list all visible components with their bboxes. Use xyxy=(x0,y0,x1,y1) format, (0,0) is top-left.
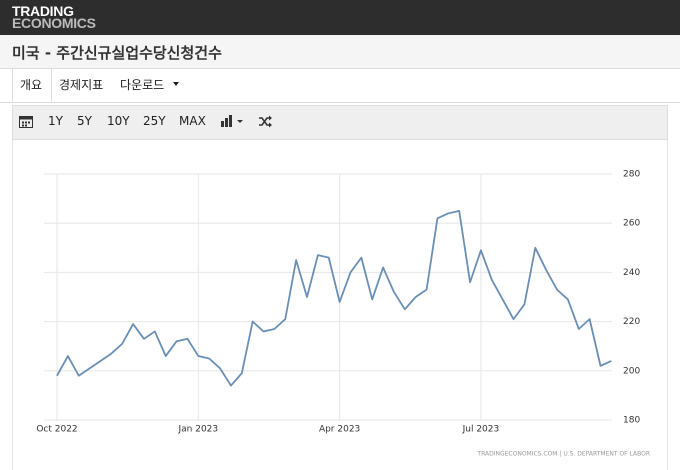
x-tick-label: Oct 2022 xyxy=(36,425,77,435)
tab-active xyxy=(12,68,52,103)
dropdown-caret xyxy=(173,82,179,86)
y-tick-label: 200 xyxy=(623,366,640,376)
chart-type-icon[interactable] xyxy=(220,115,246,128)
chart-area xyxy=(12,140,668,470)
y-tick-label: 260 xyxy=(623,219,640,229)
shuffle-icon[interactable] xyxy=(258,115,273,128)
tab[interactable]: 경제지표 xyxy=(59,78,104,92)
x-tick-label: Apr 2023 xyxy=(319,425,360,435)
x-tick-label: Jan 2023 xyxy=(177,425,218,435)
calendar-icon[interactable] xyxy=(19,115,33,128)
x-tick-label: Jul 2023 xyxy=(462,425,500,435)
y-tick-label: 280 xyxy=(623,170,640,180)
range-button[interactable]: 1Y xyxy=(48,114,63,128)
line-series xyxy=(56,210,612,387)
range-button[interactable]: 25Y xyxy=(143,114,166,128)
source-note: TRADINGECONOMICS.COM | U.S. DEPARTMENT O… xyxy=(476,451,650,458)
top-bar xyxy=(0,0,680,35)
y-tick-label: 180 xyxy=(623,416,640,426)
range-button[interactable]: 5Y xyxy=(77,114,92,128)
tab-divider xyxy=(0,102,680,103)
tab[interactable]: 다운로드 xyxy=(120,78,165,92)
page-title: 미국 - 주간신규실업수당신청건수 xyxy=(12,44,222,62)
range-button[interactable]: MAX xyxy=(179,114,206,128)
y-tick-label: 220 xyxy=(623,317,640,327)
range-button[interactable]: 10Y xyxy=(107,114,130,128)
title-bar xyxy=(0,35,680,69)
y-tick-label: 240 xyxy=(623,268,640,278)
toolbar xyxy=(12,105,668,140)
chart: 180 200 220 240 260 280 Oct 2022 Jan 2023 Apr 20… xyxy=(36,170,650,458)
logo[interactable]: ECONOMICS xyxy=(12,15,96,31)
tab[interactable]: 개요 xyxy=(20,78,43,92)
logo[interactable]: TRADING xyxy=(12,3,74,19)
